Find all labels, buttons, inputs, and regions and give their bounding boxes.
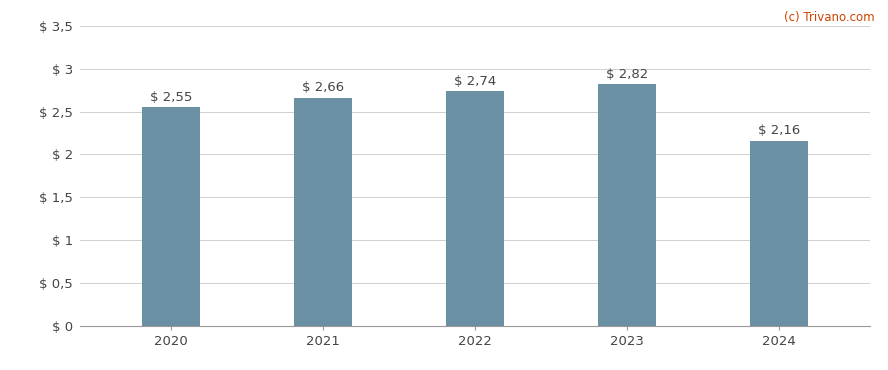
Text: $ 2,66: $ 2,66 [302, 81, 345, 94]
Text: (c) Trivano.com: (c) Trivano.com [784, 11, 875, 24]
Bar [294, 98, 352, 326]
Bar [599, 84, 656, 326]
Text: $ 2,55: $ 2,55 [150, 91, 193, 104]
Text: $ 2,74: $ 2,74 [454, 74, 496, 88]
Bar [446, 91, 504, 326]
Text: $ 2,16: $ 2,16 [758, 124, 800, 137]
Bar [750, 141, 808, 326]
Bar [142, 107, 200, 326]
Text: $ 2,82: $ 2,82 [606, 68, 648, 81]
